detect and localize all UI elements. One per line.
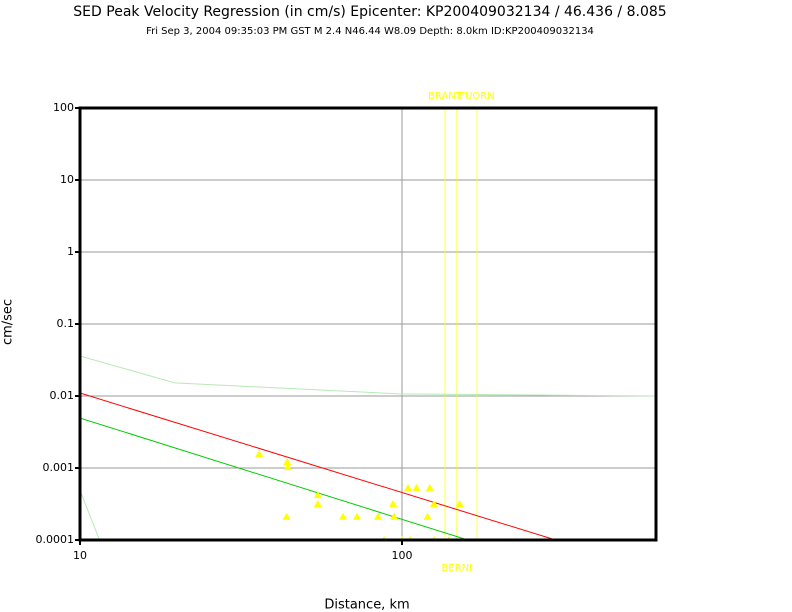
data-point (425, 483, 434, 491)
station-label: FUORN (459, 91, 494, 102)
regression-line (80, 490, 101, 540)
data-point (283, 458, 292, 466)
y-tick-label: 1 (67, 245, 74, 258)
y-tick-label: 100 (53, 101, 74, 114)
regression-line (80, 355, 656, 397)
plot-area (80, 108, 656, 540)
chart-title: SED Peak Velocity Regression (in cm/s) E… (73, 4, 666, 20)
data-point (373, 512, 382, 520)
data-point (282, 512, 291, 520)
station-label: BERNI (442, 563, 473, 574)
y-tick-label: 0.1 (57, 317, 75, 330)
x-axis-label: Distance, km (324, 598, 409, 612)
y-tick-label: 0.01 (50, 389, 75, 402)
data-point (390, 512, 399, 520)
y-tick-label: 0.001 (43, 461, 75, 474)
x-tick-label: 100 (391, 549, 412, 562)
data-point (255, 450, 264, 458)
data-point (283, 463, 292, 471)
regression-line (80, 417, 468, 540)
y-tick-label: 0.0001 (36, 533, 75, 546)
data-point (412, 483, 421, 491)
data-point (313, 500, 322, 508)
data-point (353, 512, 362, 520)
data-point (313, 491, 322, 499)
x-tick-label: 10 (73, 549, 87, 562)
regression-line (80, 392, 556, 540)
data-point (429, 500, 438, 508)
data-point (389, 500, 398, 508)
y-tick-label: 10 (60, 173, 74, 186)
data-point (404, 483, 413, 491)
station-label: BRANT (428, 91, 463, 102)
data-point (423, 512, 432, 520)
data-point (455, 500, 464, 508)
data-point (339, 512, 348, 520)
chart-subtitle: Fri Sep 3, 2004 09:35:03 PM GST M 2.4 N4… (146, 26, 594, 37)
y-axis-label: cm/sec (1, 299, 16, 345)
